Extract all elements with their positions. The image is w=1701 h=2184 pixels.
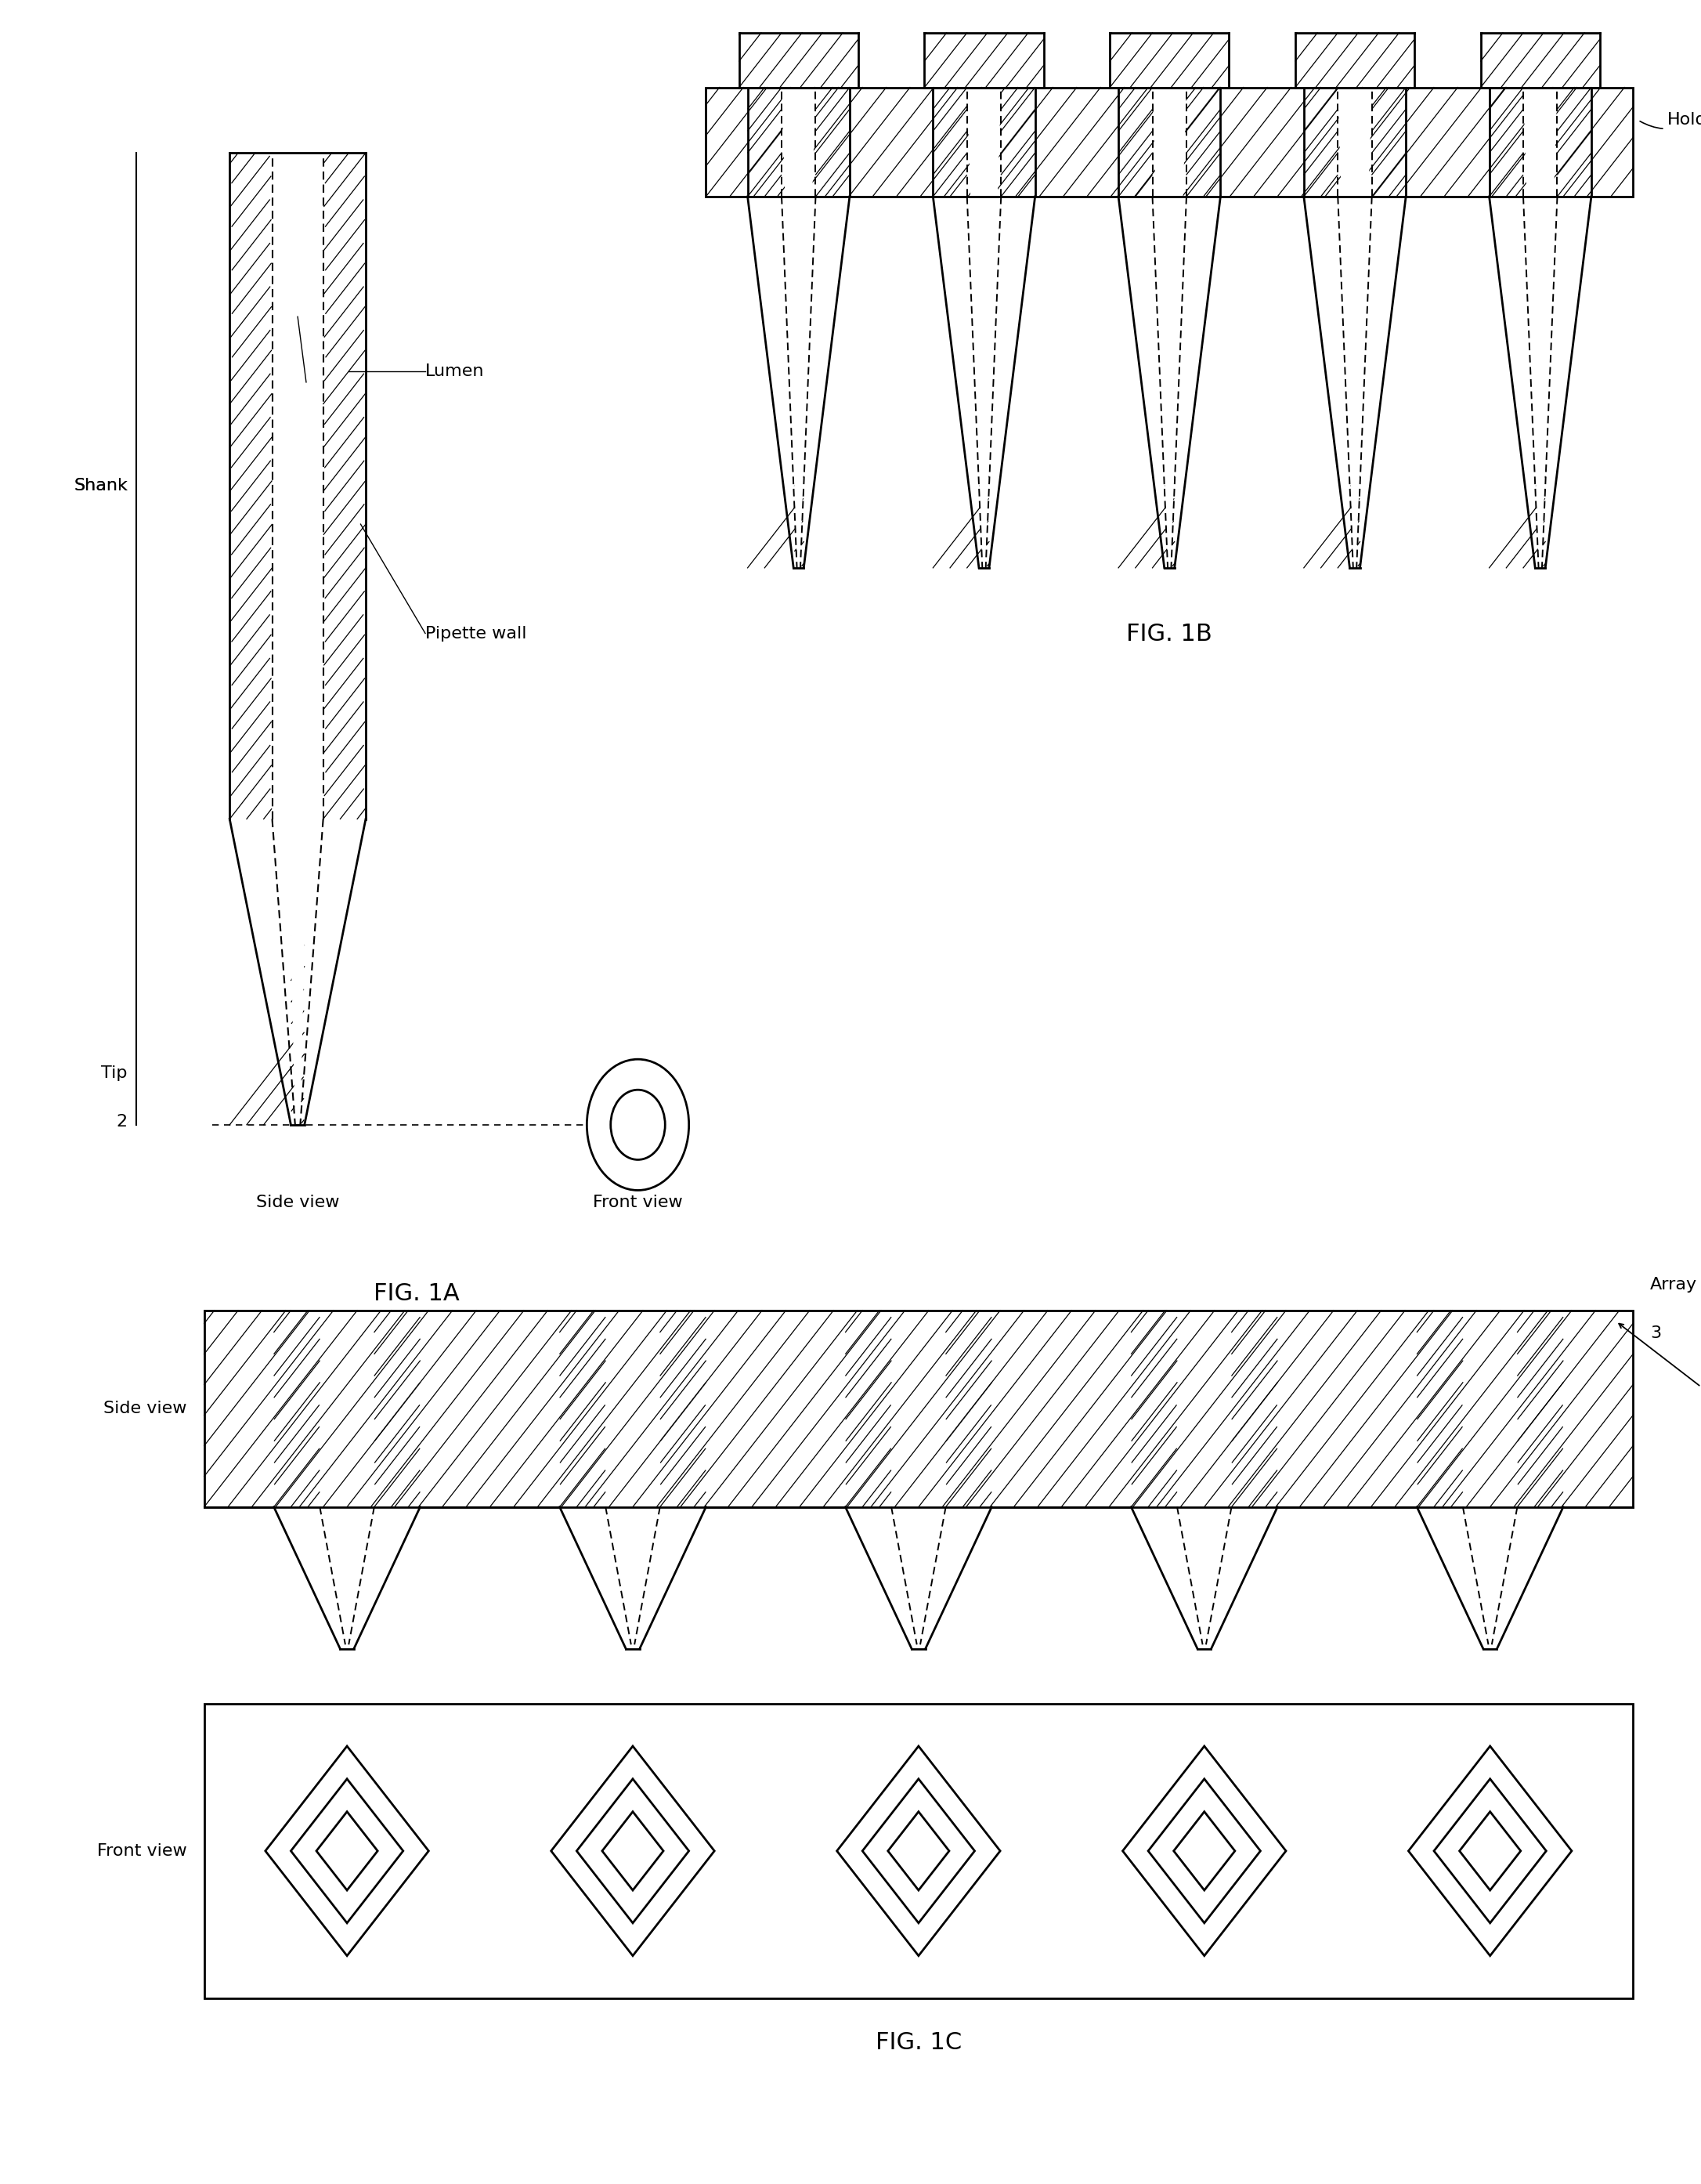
Text: Shank: Shank [73, 478, 128, 494]
Polygon shape [1339, 87, 1373, 568]
Text: Front view: Front view [97, 1843, 187, 1859]
Text: Array: Array [1650, 1278, 1698, 1293]
Text: Shank: Shank [73, 478, 128, 494]
Bar [204, 1704, 1633, 1998]
Polygon shape [1417, 1507, 1563, 1649]
Text: Lumen: Lumen [425, 363, 485, 380]
Polygon shape [560, 1507, 706, 1649]
Text: 2: 2 [116, 1114, 128, 1129]
Text: Side view: Side view [104, 1400, 187, 1417]
Polygon shape [845, 1507, 992, 1649]
Bar [706, 87, 1633, 197]
Polygon shape [1524, 87, 1558, 568]
Polygon shape [274, 1507, 420, 1649]
Text: FIG. 1C: FIG. 1C [876, 2031, 961, 2053]
Text: Holder: Holder [1640, 111, 1701, 129]
Text: 3: 3 [1650, 1326, 1662, 1341]
Text: Tip: Tip [102, 1066, 128, 1081]
Polygon shape [272, 153, 323, 1125]
Text: FIG. 1A: FIG. 1A [374, 1282, 459, 1304]
Text: Side view: Side view [255, 1195, 340, 1210]
Polygon shape [1131, 1507, 1277, 1649]
Polygon shape [966, 87, 1000, 568]
Text: Pipette wall: Pipette wall [425, 625, 527, 642]
Text: Front view: Front view [594, 1195, 682, 1210]
Bar [204, 1310, 1633, 1507]
Polygon shape [1153, 87, 1187, 568]
Text: FIG. 1B: FIG. 1B [1126, 622, 1213, 644]
Polygon shape [781, 87, 816, 568]
